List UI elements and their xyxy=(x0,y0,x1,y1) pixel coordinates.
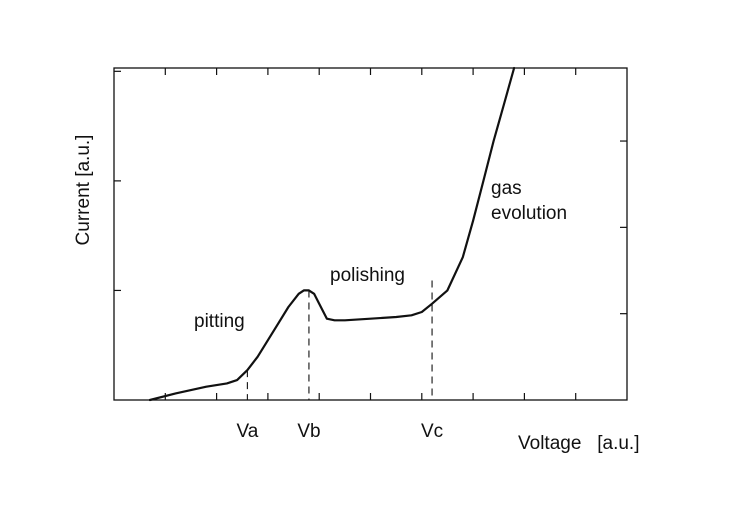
region-label-polishing: polishing xyxy=(330,265,405,286)
mark-label-va: Va xyxy=(236,421,258,442)
mark-label-vb: Vb xyxy=(297,421,320,442)
plot-frame xyxy=(113,67,628,401)
region-label-gas: gas xyxy=(491,178,522,199)
y-axis-label: Current [a.u.] xyxy=(73,135,94,246)
mark-label-vc: Vc xyxy=(421,421,443,442)
x-axis-label: Voltage [a.u.] xyxy=(518,433,639,454)
region-label-evolution: evolution xyxy=(491,203,567,224)
guide-lines xyxy=(246,280,433,400)
current-voltage-curve xyxy=(148,66,516,402)
axis-ticks xyxy=(114,68,627,400)
voltage-mark-labels: Va Vb Vc xyxy=(236,421,443,442)
region-label-pitting: pitting xyxy=(194,311,245,332)
